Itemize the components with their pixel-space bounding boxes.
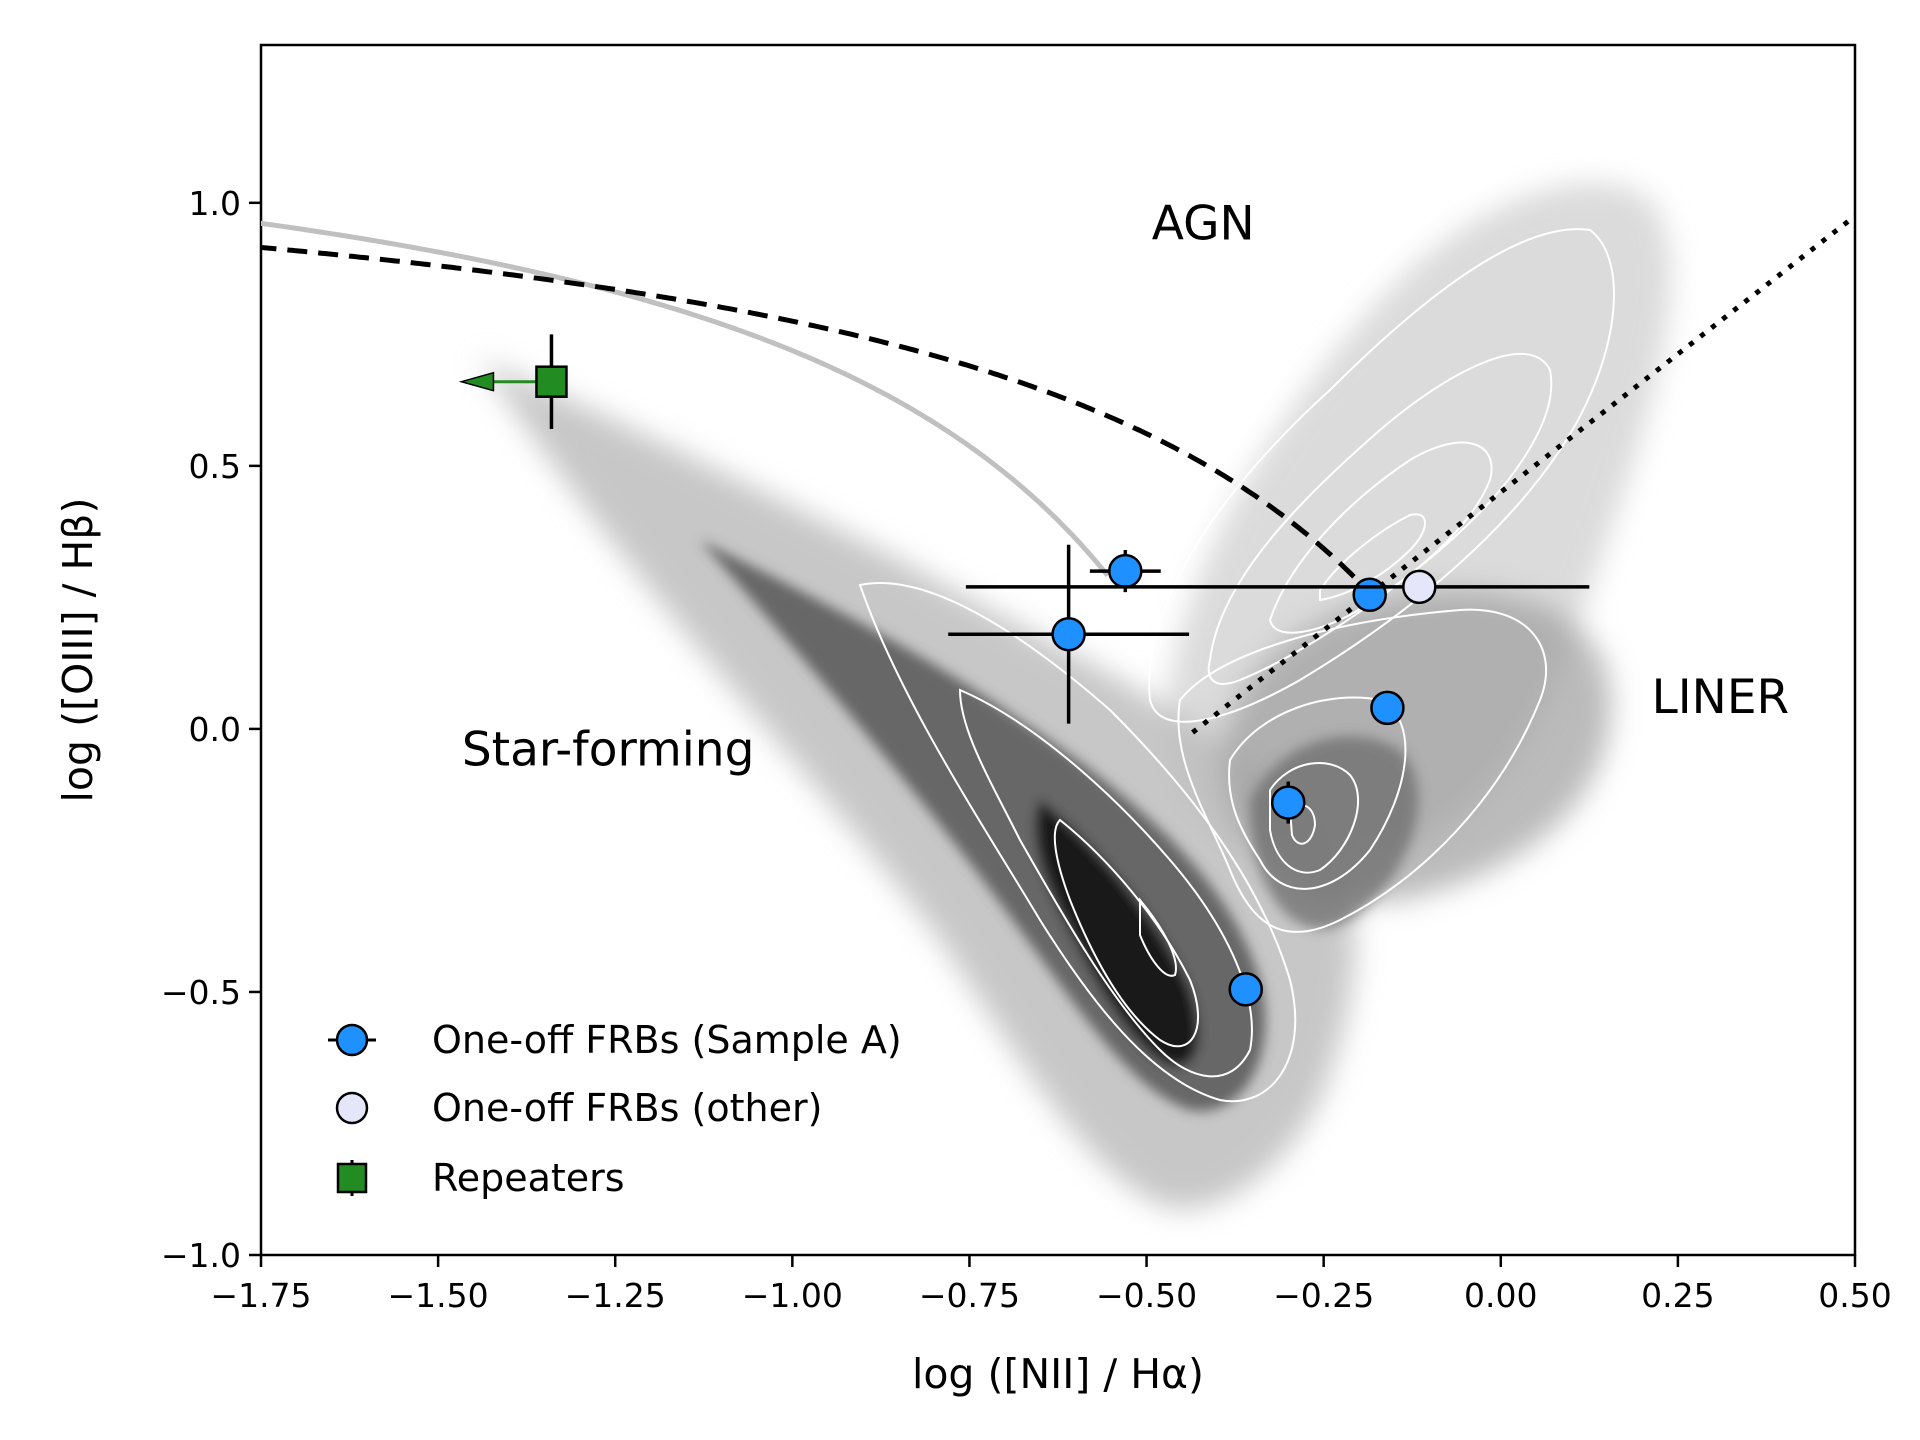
y-axis-label: log ([OIII] / Hβ) (54, 498, 102, 803)
legend-marker-other (335, 1091, 369, 1125)
x-tick-label: −1.00 (742, 1276, 843, 1315)
agn-contour-outer (1148, 228, 1615, 723)
legend-marker-repeaters (336, 1162, 368, 1194)
data-point (1089, 550, 1161, 593)
sf-contour-inner (1139, 897, 1177, 977)
legend: One-off FRBs (Sample A) One-off FRBs (ot… (328, 1018, 902, 1200)
data-point (1352, 577, 1387, 613)
legend-label-other: One-off FRBs (other) (432, 1086, 822, 1130)
sf-contour-3 (1053, 818, 1199, 1048)
region-label: Star-forming (462, 723, 755, 778)
frb-points (458, 334, 1590, 1007)
liner-contour-2 (1228, 696, 1407, 890)
frb-marker (1108, 553, 1143, 589)
kauffmann-line (261, 220, 1110, 578)
region-label: LINER (1652, 670, 1790, 725)
legend-entry-sample-a: One-off FRBs (Sample A) (328, 1018, 902, 1062)
x-axis-ticks: −1.75 −1.50 −1.25 −1.00 −0.75 −0.50 −0.25 0.00 0… (210, 1255, 1892, 1315)
x-tick-label: 0.00 (1464, 1276, 1537, 1315)
data-point (1370, 690, 1405, 726)
legend-entry-repeaters: Repeaters (336, 1156, 625, 1200)
y-tick-label: 0.5 (189, 447, 241, 486)
x-tick-label: 0.25 (1641, 1276, 1714, 1315)
data-point (965, 569, 1590, 605)
frb-marker (1402, 569, 1437, 605)
x-tick-label: −1.75 (210, 1276, 311, 1315)
plot-frame (259, 43, 1857, 1257)
legend-label-sample-a: One-off FRBs (Sample A) (432, 1018, 902, 1062)
liner-contour-3 (1269, 762, 1359, 874)
liner-contour-outer (1177, 608, 1548, 933)
sf-contour-2 (958, 688, 1253, 1078)
frb-marker (1051, 616, 1086, 652)
x-tick-label: −0.25 (1273, 1276, 1374, 1315)
frb-marker (1270, 785, 1306, 820)
x-tick-label: 0.50 (1818, 1276, 1891, 1315)
sf-branch-core (1036, 800, 1199, 1067)
data-point (458, 334, 568, 430)
kewley-line (261, 244, 1358, 581)
frb-marker (1228, 972, 1263, 1007)
y-tick-label: −0.5 (161, 973, 241, 1012)
data-point (1270, 781, 1306, 824)
x-tick-label: −0.50 (1096, 1276, 1197, 1315)
sf-contour-outer (858, 582, 1297, 1103)
x-tick-label: −0.75 (919, 1276, 1020, 1315)
x-tick-label: −1.50 (388, 1276, 489, 1315)
upper-limit-arrow (458, 371, 495, 392)
legend-label-repeaters: Repeaters (432, 1156, 625, 1200)
y-tick-label: 1.0 (189, 184, 241, 223)
region-label: AGN (1152, 197, 1255, 252)
classification-lines (261, 212, 1855, 735)
frb-marker (1352, 577, 1387, 613)
agn-contour-2 (1207, 353, 1553, 685)
agn-contour-3 (1268, 441, 1493, 634)
y-tick-label: 0.0 (189, 710, 241, 749)
legend-marker-sample-a (335, 1023, 369, 1057)
x-axis-label: log ([NII] / Hα) (912, 1350, 1204, 1398)
repeater-marker (535, 365, 568, 398)
liner-core (1250, 736, 1419, 929)
density-contours (858, 228, 1615, 1103)
liner-seyfert-line (1191, 212, 1855, 735)
y-axis-ticks: −1.0 −0.5 0.0 0.5 1.0 (161, 184, 261, 1275)
region-labels: AGN LINER Star-forming (462, 197, 1789, 778)
data-point (948, 544, 1190, 724)
legend-entry-other: One-off FRBs (other) (335, 1086, 822, 1130)
x-tick-label: −1.25 (565, 1276, 666, 1315)
frb-marker (1370, 690, 1405, 726)
data-point (1228, 972, 1263, 1007)
y-tick-label: −1.0 (161, 1236, 241, 1275)
